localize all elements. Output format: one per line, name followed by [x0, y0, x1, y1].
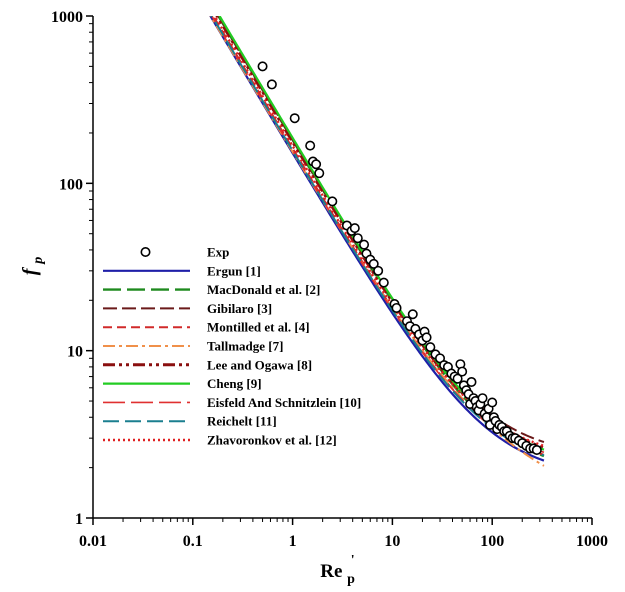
x-axis-title-base: Re	[320, 561, 342, 582]
y-axis-title-base: f	[19, 266, 41, 275]
legend-label: Eisfeld And Schnitzlein [10]	[207, 395, 361, 410]
data-point	[289, 113, 300, 124]
data-point	[359, 239, 370, 250]
plot-frame	[92, 16, 592, 519]
y-tick-label: 100	[59, 176, 83, 193]
data-point	[373, 265, 384, 276]
data-point	[466, 376, 477, 387]
x-axis-title: Re p '	[320, 553, 359, 588]
x-axis-title-superscript: '	[351, 553, 355, 568]
axis-ticks: 0.01 0.1 1 10 100 1000 1 10 100 1000	[51, 9, 608, 550]
data-point	[425, 342, 436, 353]
x-tick-label: 100	[480, 533, 504, 550]
data-point	[531, 444, 542, 455]
y-tick-label: 1	[75, 511, 83, 528]
data-point	[311, 159, 322, 170]
y-tick-label: 10	[67, 344, 83, 361]
x-axis-title-subscript: p	[347, 572, 355, 587]
data-point	[257, 61, 268, 72]
data-point	[352, 233, 363, 244]
exp-points	[257, 61, 542, 455]
legend-marker	[140, 247, 151, 258]
data-point	[421, 332, 432, 343]
data-point	[407, 309, 418, 320]
data-point	[457, 366, 468, 377]
data-point	[349, 223, 360, 234]
x-tick-label: 1	[289, 533, 297, 550]
data-point	[368, 258, 379, 269]
y-axis-title-subscript: p	[31, 257, 46, 265]
data-point	[266, 79, 277, 90]
data-point	[305, 140, 316, 151]
y-axis-title: f p	[19, 257, 46, 275]
legend-label: Zhavoronkov et al. [12]	[207, 433, 337, 448]
x-tick-label: 0.1	[183, 533, 203, 550]
data-layer	[209, 16, 545, 467]
legend-label: Exp	[207, 245, 229, 260]
data-point	[391, 302, 402, 313]
x-tick-label: 10	[384, 533, 400, 550]
data-point	[378, 277, 389, 288]
legend-label: Reichelt [11]	[207, 414, 277, 429]
series-line	[215, 16, 545, 450]
data-point	[477, 393, 488, 404]
data-point	[487, 397, 498, 408]
legend-label: Lee and Ogawa [8]	[207, 357, 312, 372]
x-tick-label: 1000	[576, 533, 608, 550]
data-point	[452, 373, 463, 384]
y-tick-label: 1000	[51, 9, 83, 26]
legend-label: Montilled et al. [4]	[207, 320, 310, 335]
legend-label: Ergun [1]	[207, 263, 261, 278]
legend-label: Gibilaro [3]	[207, 301, 272, 316]
x-tick-label: 0.01	[79, 533, 107, 550]
legend-label: Tallmadge [7]	[207, 339, 283, 354]
data-point	[327, 196, 338, 207]
series-line	[210, 16, 545, 457]
data-point	[314, 168, 325, 179]
legend: Exp Ergun [1] MacDonald et al. [2] Gibilaro…	[103, 245, 361, 448]
legend-label: MacDonald et al. [2]	[207, 282, 320, 297]
legend-label: Cheng [9]	[207, 376, 262, 391]
